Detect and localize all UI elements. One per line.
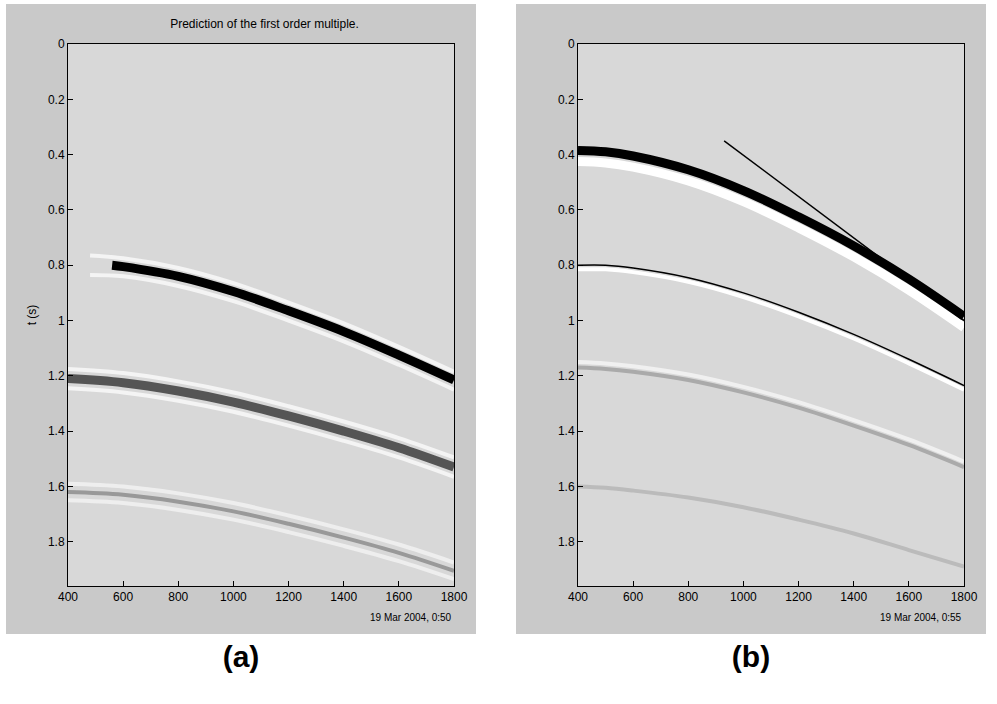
svg-text:0: 0 [568,37,575,51]
svg-text:0.2: 0.2 [48,93,65,107]
svg-text:1600: 1600 [386,590,413,604]
svg-text:19 Mar 2004, 0:50: 19 Mar 2004, 0:50 [370,612,452,623]
svg-text:1: 1 [568,314,575,328]
svg-text:0.8: 0.8 [558,258,575,272]
svg-text:1.4: 1.4 [48,424,65,438]
svg-text:1.4: 1.4 [558,424,575,438]
svg-text:0.2: 0.2 [558,93,575,107]
svg-text:1000: 1000 [730,590,757,604]
svg-text:800: 800 [678,590,698,604]
svg-text:0.6: 0.6 [48,203,65,217]
html-text:(b): (b) [731,640,771,673]
svg-text:0.8: 0.8 [48,258,65,272]
svg-text:19 Mar 2004, 0:55: 19 Mar 2004, 0:55 [880,612,962,623]
svg-text:1.6: 1.6 [48,480,65,494]
svg-text:0.4: 0.4 [48,148,65,162]
svg-text:400: 400 [58,590,78,604]
svg-text:Prediction of the first order: Prediction of the first order multiple. [170,17,359,31]
svg-text:0.6: 0.6 [558,203,575,217]
svg-text:1000: 1000 [220,590,247,604]
svg-text:1200: 1200 [785,590,812,604]
svg-text:1.6: 1.6 [558,480,575,494]
svg-text:1.2: 1.2 [48,369,65,383]
svg-text:1.8: 1.8 [48,535,65,549]
svg-text:t (s): t (s) [25,305,39,326]
svg-text:1.2: 1.2 [558,369,575,383]
svg-text:600: 600 [623,590,643,604]
svg-text:0.4: 0.4 [558,148,575,162]
html-text:(a): (a) [222,640,260,673]
svg-text:1800: 1800 [951,590,978,604]
svg-text:1.8: 1.8 [558,535,575,549]
svg-text:1800: 1800 [441,590,468,604]
svg-text:600: 600 [113,590,133,604]
svg-text:1400: 1400 [840,590,867,604]
svg-text:0: 0 [58,37,65,51]
svg-text:1600: 1600 [896,590,923,604]
svg-text:1: 1 [58,314,65,328]
svg-text:400: 400 [568,590,588,604]
svg-text:800: 800 [168,590,188,604]
svg-text:1400: 1400 [330,590,357,604]
svg-text:1200: 1200 [275,590,302,604]
